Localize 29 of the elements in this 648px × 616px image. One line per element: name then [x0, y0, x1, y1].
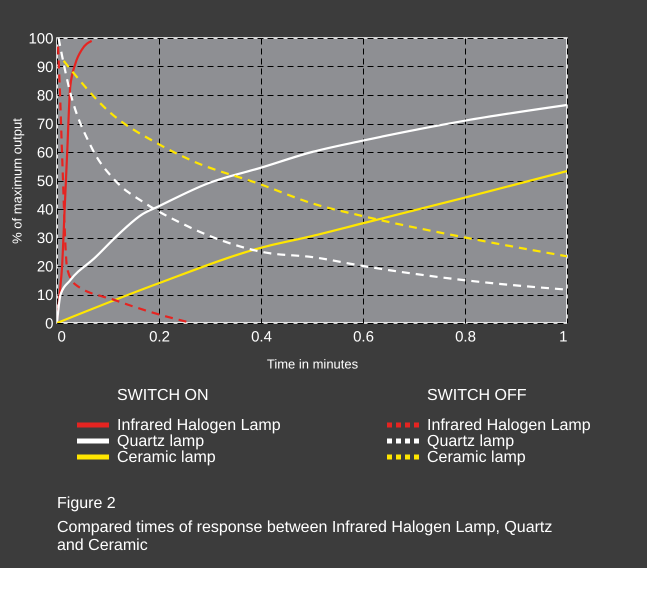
x-tick-label: 0.8 [455, 328, 476, 346]
y-tick-label: 90 [36, 59, 54, 76]
y-tick-label: 30 [36, 230, 54, 247]
text: Compared times of response between Infrared Halogen Lamp, Quartz and Ceramic [57, 519, 552, 554]
text: SWITCH OFF [427, 387, 527, 404]
y-tick-label: 0 [45, 316, 54, 332]
caption: Figure 2 [57, 495, 116, 512]
x-tick-label: 1 [559, 328, 568, 346]
y-tick-label: 100 [28, 30, 54, 48]
y-tick-label: 50 [36, 173, 54, 190]
legend-label: Quartz lamp [117, 433, 204, 450]
y-axis-title: % of maximum output [9, 118, 24, 244]
legend-label: Infrared Halogen Lamp [427, 417, 591, 434]
y-tick-label: 60 [36, 144, 54, 162]
y-tick-label: 10 [36, 287, 54, 304]
legend-label: Ceramic lamp [427, 449, 526, 466]
text: SWITCH ON [117, 387, 209, 404]
legend-label: Quartz lamp [427, 433, 514, 450]
x-tick-label: 0 [58, 328, 66, 346]
x-tick-label: 0.2 [149, 328, 170, 346]
x-axis-title: Time in minutes [266, 356, 359, 372]
legend-label: Infrared Halogen Lamp [117, 417, 281, 434]
x-tick-label: 0.4 [251, 328, 272, 346]
y-tick-label: 20 [36, 258, 54, 276]
y-tick-label: 80 [36, 88, 54, 104]
x-tick-label: 0.6 [353, 328, 374, 346]
y-tick-label: 70 [36, 116, 54, 133]
legend-label: Ceramic lamp [117, 449, 216, 466]
y-tick-label: 40 [36, 202, 54, 218]
